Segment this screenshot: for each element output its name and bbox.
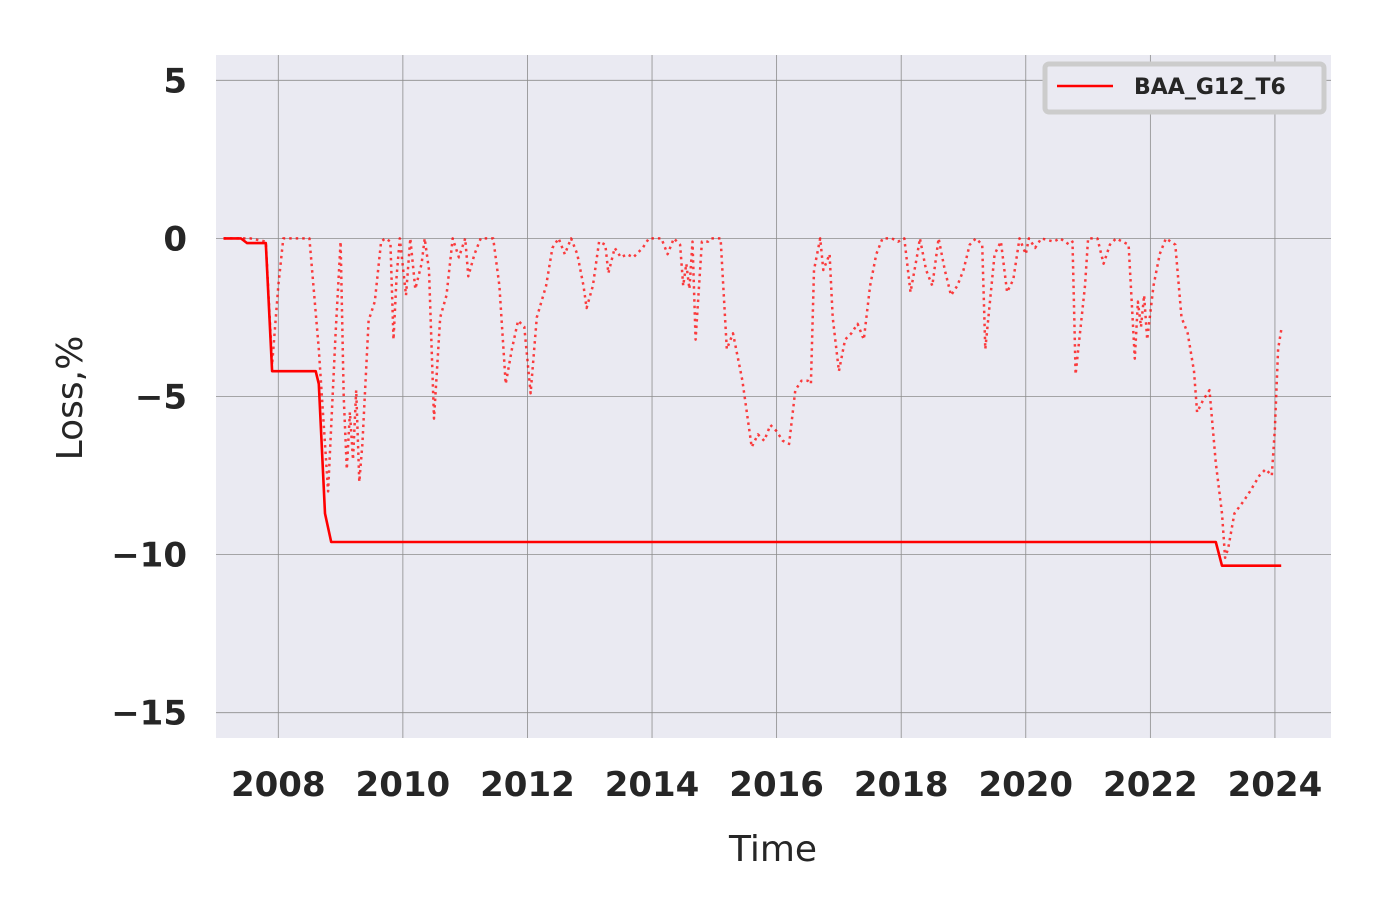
x-tick-label: 2022 xyxy=(1103,765,1198,805)
x-axis-title: Time xyxy=(728,829,817,870)
y-tick-label: −10 xyxy=(111,536,187,576)
y-tick-label: −5 xyxy=(135,378,187,418)
y-tick-label: 0 xyxy=(163,219,187,259)
x-tick-label: 2010 xyxy=(356,765,451,805)
y-tick-label: −15 xyxy=(111,694,187,734)
x-tick-label: 2020 xyxy=(978,765,1073,805)
x-tick-label: 2016 xyxy=(729,765,824,805)
x-tick-label: 2024 xyxy=(1228,765,1323,805)
legend-box xyxy=(1042,61,1327,115)
x-tick-label: 2008 xyxy=(231,765,326,805)
legend: BAA_G12_T6 xyxy=(1042,61,1327,115)
y-axis-title: Loss,% xyxy=(50,336,91,461)
y-axis-ticks: 5 0 −5 −10 −15 xyxy=(111,61,187,733)
x-axis-ticks: 2008 2010 2012 2014 2016 2018 2020 2022 2024 xyxy=(231,765,1322,805)
y-tick-label: 5 xyxy=(163,61,187,101)
series-line-dotted xyxy=(223,237,1283,560)
series-line-solid xyxy=(223,237,1282,567)
x-tick-label: 2014 xyxy=(605,765,700,805)
x-tick-label: 2012 xyxy=(480,765,575,805)
legend-label: BAA_G12_T6 xyxy=(1134,75,1286,100)
x-tick-label: 2018 xyxy=(854,765,949,805)
series-layer xyxy=(223,237,1283,567)
